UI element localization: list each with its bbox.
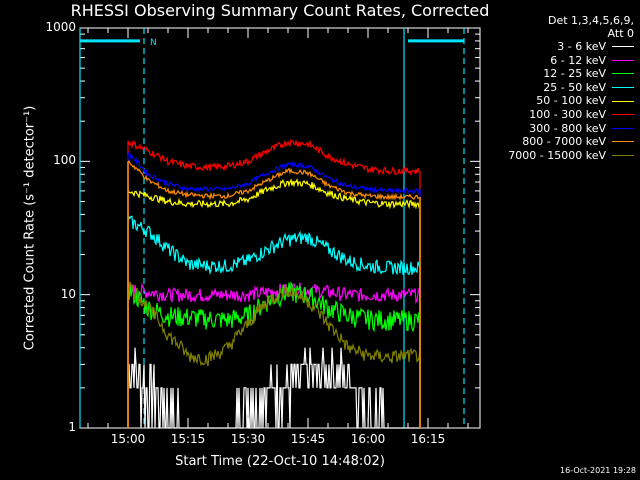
legend-swatch: [612, 73, 634, 75]
y-tick-label: 1000: [45, 20, 76, 34]
legend-entry-label: 300 - 800 keV: [529, 121, 606, 135]
legend-swatch: [612, 155, 634, 157]
legend-swatch: [612, 114, 634, 116]
legend-entry: 50 - 100 keV: [508, 94, 634, 108]
x-tick-label: 15:00: [110, 432, 146, 446]
legend-swatch: [612, 100, 634, 102]
legend-entry: 12 - 25 keV: [508, 67, 634, 81]
series-line-1: [127, 281, 421, 428]
chart-title: RHESSI Observing Summary Count Rates, Co…: [70, 1, 490, 20]
y-tick-label: 1: [68, 420, 76, 434]
legend-entry: 7000 - 15000 keV: [508, 149, 634, 163]
series-line-4: [127, 178, 421, 428]
legend-swatch: [612, 141, 634, 143]
x-tick-label: 16:00: [350, 432, 386, 446]
y-axis-label: Corrected Count Rate (s⁻¹ detector⁻¹): [22, 105, 38, 351]
legend-detectors: Det 1,3,4,5,6,9, Att 0: [548, 14, 634, 40]
legend-entry: 3 - 6 keV: [508, 40, 634, 54]
legend-entry-label: 800 - 7000 keV: [522, 135, 606, 149]
series-line-7: [127, 159, 421, 428]
legend-entry-label: 6 - 12 keV: [550, 53, 606, 67]
legend-entry: 100 - 300 keV: [508, 108, 634, 122]
legend-entry-label: 25 - 50 keV: [543, 80, 606, 94]
series-line-3: [127, 215, 421, 428]
legend-entry-label: 3 - 6 keV: [557, 40, 606, 53]
y-tick-label: 100: [53, 153, 76, 168]
legend: 3 - 6 keV 6 - 12 keV 12 - 25 keV 25 - 50 ke…: [508, 40, 634, 162]
legend-entry-label: 100 - 300 keV: [529, 107, 606, 121]
series-line-5: [127, 139, 421, 428]
legend-entry-label: 12 - 25 keV: [543, 67, 606, 81]
legend-swatch: [612, 87, 634, 89]
flag-letter: N: [150, 38, 157, 48]
legend-entry-label: 7000 - 15000 keV: [508, 148, 606, 162]
y-tick-label: 10: [60, 286, 76, 301]
x-axis-label: Start Time (22-Oct-10 14:48:02): [175, 454, 385, 469]
generated-timestamp: 16-Oct-2021 19:28: [560, 466, 636, 475]
legend-detectors-line1: Det 1,3,4,5,6,9,: [547, 14, 634, 27]
x-tick-label: 16:15: [410, 432, 446, 446]
legend-entry: 6 - 12 keV: [508, 54, 634, 68]
series-line-8: [127, 281, 421, 428]
x-tick-label: 15:45: [290, 432, 326, 446]
legend-swatch: [612, 59, 634, 61]
legend-swatch: [612, 127, 634, 129]
x-tick-label: 15:30: [230, 432, 266, 446]
series-line-0: [127, 347, 420, 429]
legend-entry: 300 - 800 keV: [508, 122, 634, 136]
legend-entry: 25 - 50 keV: [508, 81, 634, 95]
legend-entry-label: 50 - 100 keV: [536, 94, 606, 108]
series-line-6: [127, 150, 421, 428]
legend-swatch: [612, 46, 634, 48]
series-line-2: [127, 281, 421, 428]
legend-attenuator-line: Att 0: [607, 27, 634, 40]
x-tick-label: 15:15: [170, 432, 206, 446]
legend-entry: 800 - 7000 keV: [508, 135, 634, 149]
